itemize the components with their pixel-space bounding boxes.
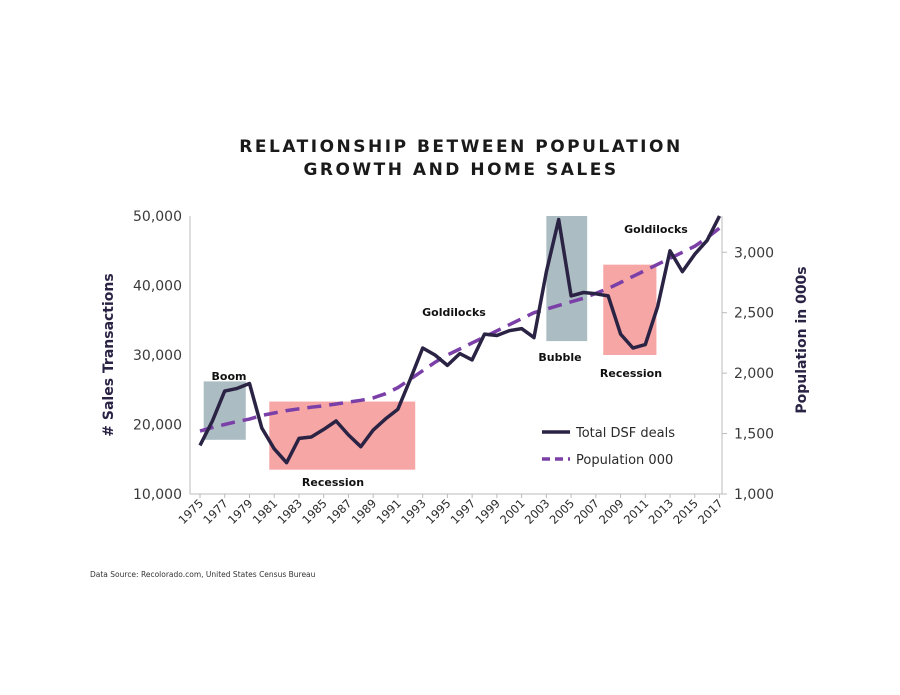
data-source-note: Data Source: Recolorado.com, United Stat… xyxy=(90,570,316,579)
left-tick-label: 30,000 xyxy=(133,348,182,364)
left-axis-title: # Sales Transactions xyxy=(101,273,117,436)
left-tick-label: 10,000 xyxy=(133,487,182,503)
x-tick-label: 1979 xyxy=(225,496,256,527)
x-tick-label: 2007 xyxy=(571,496,602,527)
annotation-bubble: Bubble xyxy=(538,351,581,364)
right-tick-label: 2,500 xyxy=(734,306,774,322)
left-y-ticks: 10,000 20,000 30,000 40,000 50,000 xyxy=(133,209,182,503)
x-tick-label: 2017 xyxy=(695,496,726,527)
left-tick-label: 20,000 xyxy=(133,418,182,434)
x-tick-label: 1981 xyxy=(250,496,281,527)
x-tick-label: 1993 xyxy=(398,496,429,527)
legend-label-deals: Total DSF deals xyxy=(575,426,675,441)
right-tick-label: 3,000 xyxy=(734,245,774,261)
x-tick-label: 2003 xyxy=(522,496,553,527)
right-tick-label: 2,000 xyxy=(734,366,774,382)
x-tick-label: 1985 xyxy=(299,496,330,527)
x-ticks: 1975197719791981198319851987198919911993… xyxy=(176,494,726,527)
x-tick-label: 1995 xyxy=(423,496,454,527)
annotation-goldilocks-1: Goldilocks xyxy=(422,306,486,319)
left-tick-label: 40,000 xyxy=(133,279,182,295)
x-tick-label: 1997 xyxy=(448,496,479,527)
x-tick-label: 2013 xyxy=(646,496,677,527)
x-tick-label: 1987 xyxy=(324,496,355,527)
series-line-total-dsf-deals xyxy=(198,215,722,465)
legend-label-population: Population 000 xyxy=(576,453,673,468)
x-tick-label: 1999 xyxy=(472,496,503,527)
right-axis-title: Population in 000s xyxy=(794,266,810,413)
x-tick-label: 1989 xyxy=(349,496,380,527)
x-tick-label: 1991 xyxy=(373,496,404,527)
left-tick-label: 50,000 xyxy=(133,209,182,225)
x-tick-label: 2005 xyxy=(547,496,578,527)
x-tick-label: 1977 xyxy=(200,496,231,527)
right-y-ticks: 1,000 1,500 2,000 2,500 3,000 xyxy=(722,245,774,503)
annotation-recession-2: Recession xyxy=(600,367,662,380)
annotation-recession-1: Recession xyxy=(302,476,364,489)
x-tick-label: 2015 xyxy=(670,496,701,527)
x-tick-label: 2001 xyxy=(497,496,528,527)
annotation-goldilocks-2: Goldilocks xyxy=(624,223,688,236)
right-tick-label: 1,000 xyxy=(734,487,774,503)
series-line-population xyxy=(199,226,721,433)
chart-title-line-2: GROWTH AND HOME SALES xyxy=(303,160,618,180)
x-tick-label: 2009 xyxy=(596,496,627,527)
chart-title-line-1: RELATIONSHIP BETWEEN POPULATION xyxy=(239,137,682,157)
right-tick-label: 1,500 xyxy=(734,427,774,443)
annotation-boom: Boom xyxy=(212,370,247,383)
x-tick-label: 1983 xyxy=(274,496,305,527)
x-tick-label: 2011 xyxy=(621,496,652,527)
legend: Total DSF deals Population 000 xyxy=(542,426,675,468)
